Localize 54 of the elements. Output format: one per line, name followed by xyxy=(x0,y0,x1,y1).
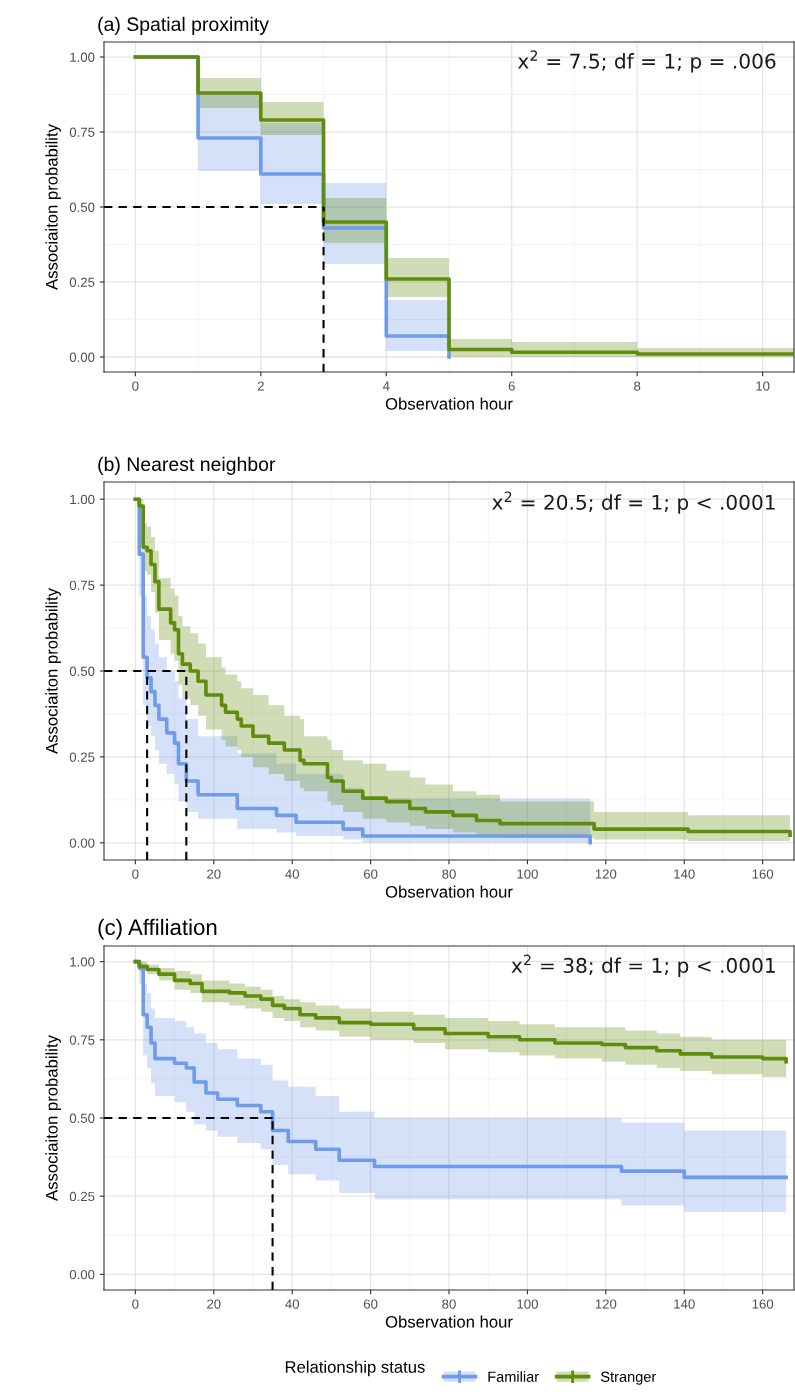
legend-title: Relationship status xyxy=(285,1360,425,1377)
y-tick-label: 1.00 xyxy=(70,494,95,505)
y-tick-label: 1.00 xyxy=(70,52,95,62)
y-tick-label: 1.00 xyxy=(70,957,95,967)
x-tick-label: 80 xyxy=(442,869,456,879)
y-tick-label: 0.75 xyxy=(69,127,95,137)
legend-label: Familiar xyxy=(488,1371,539,1382)
x-tick-label: 6 xyxy=(508,381,515,391)
x-tick-label: 4 xyxy=(382,381,390,391)
x-tick-label: 100 xyxy=(517,1299,538,1309)
x-axis-title: Observation hour xyxy=(385,397,513,410)
annotation: x$^{2}$ = 20.5; df = 1; p < .0001 xyxy=(492,491,775,514)
y-tick-label: 0.50 xyxy=(69,202,95,212)
x-tick-label: 60 xyxy=(363,1299,378,1309)
x-tick-label: 140 xyxy=(674,1299,695,1309)
x-tick-label: 160 xyxy=(752,869,774,879)
annotation: x$^{2}$ = 7.5; df = 1; p = .006 xyxy=(517,50,776,73)
x-tick-label: 10 xyxy=(756,381,770,391)
x-tick-label: 160 xyxy=(752,1299,774,1309)
x-tick-label: 0 xyxy=(132,381,139,391)
y-tick-label: 0.50 xyxy=(69,666,95,676)
x-tick-label: 40 xyxy=(285,869,299,879)
x-axis-title: Observation hour xyxy=(385,885,513,898)
x-tick-label: 0 xyxy=(132,1299,139,1309)
y-tick-label: 0.00 xyxy=(69,838,95,848)
x-tick-label: 80 xyxy=(442,1299,456,1309)
y-tick-label: 0.50 xyxy=(69,1113,95,1123)
x-tick-label: 140 xyxy=(674,869,695,879)
legend-label: Stranger xyxy=(601,1371,657,1385)
y-tick-label: 0.25 xyxy=(69,752,95,762)
x-tick-label: 120 xyxy=(595,869,617,879)
x-tick-label: 0 xyxy=(132,869,139,879)
x-tick-label: 8 xyxy=(634,381,641,391)
x-axis-title: Observation hour xyxy=(385,1315,513,1328)
x-tick-label: 100 xyxy=(517,869,538,879)
y-axis-title: Associaiton probability xyxy=(45,1035,61,1201)
y-tick-label: 0.25 xyxy=(69,1191,95,1202)
x-tick-label: 60 xyxy=(363,869,378,879)
annotation: x$^{2}$ = 38; df = 1; p < .0001 xyxy=(511,954,775,977)
x-tick-label: 20 xyxy=(207,869,221,879)
x-tick-label: 2 xyxy=(257,381,264,391)
y-axis-title: Associaiton probability xyxy=(45,124,61,290)
chart-title: (b) Nearest neighbor xyxy=(98,456,276,475)
y-axis-title: Associaiton probability xyxy=(45,588,61,754)
x-tick-label: 120 xyxy=(595,1299,617,1309)
y-tick-label: 0.75 xyxy=(69,580,95,590)
chart-title: (a) Spatial proximity xyxy=(98,16,269,35)
x-tick-label: 20 xyxy=(207,1299,221,1309)
chart-title: (c) Affiliation xyxy=(98,918,217,940)
x-tick-label: 40 xyxy=(285,1299,299,1309)
y-tick-label: 0.25 xyxy=(69,277,95,287)
y-tick-label: 0.00 xyxy=(69,1269,95,1280)
y-tick-label: 0.00 xyxy=(69,352,95,362)
y-tick-label: 0.75 xyxy=(69,1035,95,1045)
